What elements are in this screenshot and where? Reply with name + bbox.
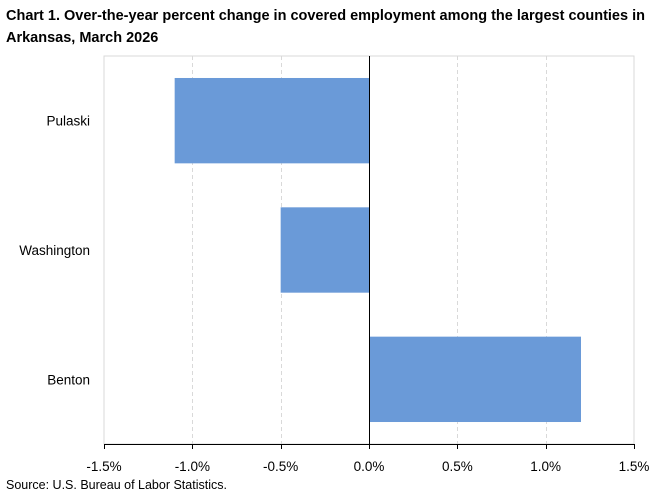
bar-benton (369, 336, 581, 423)
x-tick-label: 1.0% (530, 459, 561, 474)
x-tick-label: -1.5% (86, 459, 121, 474)
x-tick-label: -0.5% (263, 459, 298, 474)
x-tick-label: 0.0% (354, 459, 385, 474)
category-label: Benton (47, 372, 90, 387)
source-note: Source: U.S. Bureau of Labor Statistics. (6, 478, 227, 492)
tick-labels: -1.5% -1.0% -0.5% 0.0% 0.5% 1.0% 1.5% Pulaski Wa… (19, 114, 649, 474)
category-label: Pulaski (46, 114, 90, 129)
x-tick-label: 0.5% (442, 459, 473, 474)
bars (174, 77, 581, 423)
bar-washington (280, 207, 369, 293)
axes (104, 56, 635, 449)
bar-pulaski (174, 77, 369, 164)
chart-title: Chart 1. Over-the-year percent change in… (6, 8, 645, 46)
category-label: Washington (19, 243, 90, 258)
x-tick-label: 1.5% (619, 459, 650, 474)
x-tick-label: -1.0% (175, 459, 210, 474)
